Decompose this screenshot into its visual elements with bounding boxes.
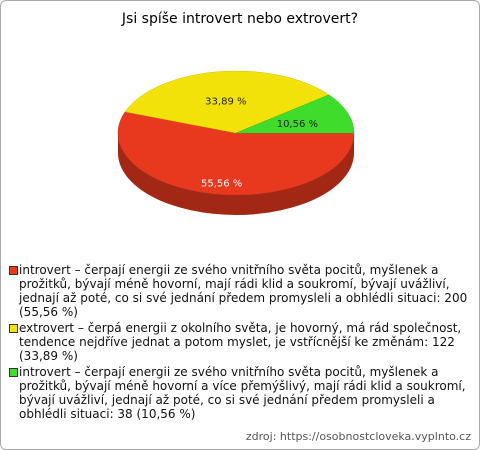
slice bbox=[235, 94, 355, 134]
legend: introvert – čerpají energii ze svého vni… bbox=[9, 263, 471, 423]
data-label: 55,56 % bbox=[201, 179, 242, 190]
chart-title: Jsi spíše introvert nebo extrovert? bbox=[121, 11, 358, 27]
legend-item: introvert – čerpají energii ze svého vni… bbox=[9, 365, 471, 421]
data-label: 33,89 % bbox=[205, 96, 246, 107]
legend-swatch bbox=[9, 324, 18, 333]
legend-label: introvert – čerpají energii ze svého vni… bbox=[19, 263, 468, 319]
source: zdroj: https://osobnostcloveka.vyplnto.c… bbox=[245, 430, 471, 443]
legend-item: introvert – čerpají energii ze svého vni… bbox=[9, 263, 471, 319]
data-label: 10,56 % bbox=[277, 119, 318, 130]
legend-label: introvert – čerpají energii ze svého vni… bbox=[19, 365, 466, 421]
legend-item: extrovert – čerpá energii z okolního svě… bbox=[9, 321, 471, 363]
legend-swatch bbox=[9, 266, 18, 275]
legend-label: extrovert – čerpá energii z okolního svě… bbox=[19, 321, 462, 363]
slice-side bbox=[118, 133, 354, 215]
pie-area: Jsi spíše introvert nebo extrovert? 55,5… bbox=[117, 11, 358, 215]
slice bbox=[124, 70, 330, 134]
slice bbox=[117, 111, 355, 196]
legend-swatch bbox=[9, 368, 18, 377]
